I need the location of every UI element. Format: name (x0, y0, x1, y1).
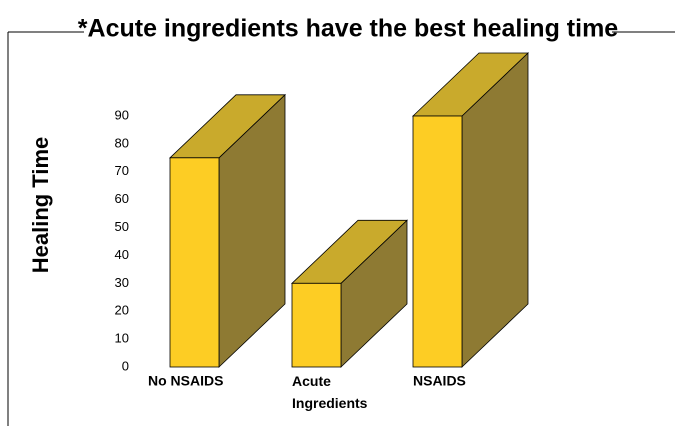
bar (169, 93, 286, 368)
y-tick-label: 50 (115, 219, 129, 234)
y-tick-label: 90 (115, 107, 129, 122)
bar (291, 219, 408, 368)
y-tick-label: 0 (122, 358, 129, 373)
bar (412, 52, 529, 368)
bar-front (412, 115, 463, 368)
y-tick-label: 20 (115, 303, 129, 318)
x-tick-label: NSAIDS (413, 373, 466, 389)
y-tick-label: 60 (115, 191, 129, 206)
y-tick-label: 10 (115, 331, 129, 346)
chart-title: *Acute ingredients have the best healing… (78, 15, 619, 43)
x-tick-label: No NSAIDS (148, 373, 223, 389)
bar-front (169, 157, 220, 368)
y-axis-label: Healing Time (28, 137, 53, 274)
bar-front (291, 282, 342, 368)
y-tick-label: 30 (115, 275, 129, 290)
y-tick-label: 70 (115, 163, 129, 178)
x-tick-label: Acute Ingredients (292, 373, 368, 411)
y-tick-label: 40 (115, 247, 129, 262)
y-tick-label: 80 (115, 135, 129, 150)
